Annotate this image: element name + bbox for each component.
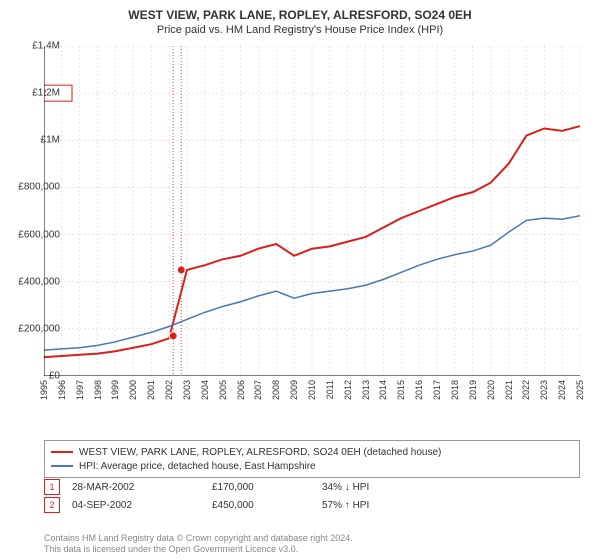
event-number: 2: [44, 497, 60, 513]
x-tick-label: 2009: [289, 380, 299, 400]
legend: WEST VIEW, PARK LANE, ROPLEY, ALRESFORD,…: [44, 440, 580, 478]
x-tick-label: 2021: [504, 380, 514, 400]
event-date: 04-SEP-2002: [72, 500, 212, 511]
y-tick-label: £1M: [41, 135, 60, 146]
x-tick-label: 2024: [557, 380, 567, 400]
legend-swatch: [51, 465, 73, 467]
event-table: 1 28-MAR-2002 £170,000 34% ↓ HPI2 04-SEP…: [44, 478, 580, 514]
x-tick-label: 2004: [200, 380, 210, 400]
x-tick-label: 2019: [468, 380, 478, 400]
event-price: £450,000: [212, 500, 322, 511]
event-delta: 34% ↓ HPI: [322, 482, 442, 493]
x-tick-label: 2001: [146, 380, 156, 400]
y-tick-label: £1.2M: [32, 88, 60, 99]
footer-line-1: Contains HM Land Registry data © Crown c…: [44, 533, 353, 545]
event-price: £170,000: [212, 482, 322, 493]
footer-line-2: This data is licensed under the Open Gov…: [44, 544, 353, 556]
x-tick-label: 2013: [361, 380, 371, 400]
legend-swatch: [51, 451, 73, 453]
y-tick-label: £200,000: [18, 323, 60, 334]
x-tick-label: 2022: [521, 380, 531, 400]
event-date: 28-MAR-2002: [72, 482, 212, 493]
page-title: WEST VIEW, PARK LANE, ROPLEY, ALRESFORD,…: [0, 0, 600, 22]
x-tick-label: 2020: [486, 380, 496, 400]
y-tick-label: £800,000: [18, 182, 60, 193]
x-tick-label: 2018: [450, 380, 460, 400]
x-tick-label: 2016: [414, 380, 424, 400]
x-tick-label: 1999: [110, 380, 120, 400]
x-tick-label: 2006: [236, 380, 246, 400]
legend-label: HPI: Average price, detached house, East…: [79, 461, 316, 472]
footer-text: Contains HM Land Registry data © Crown c…: [44, 533, 353, 556]
x-tick-label: 2005: [218, 380, 228, 400]
x-tick-label: 2003: [182, 380, 192, 400]
x-tick-label: 2014: [378, 380, 388, 400]
x-tick-label: 1996: [57, 380, 67, 400]
x-tick-label: 2010: [307, 380, 317, 400]
y-tick-label: £400,000: [18, 276, 60, 287]
y-tick-label: £600,000: [18, 229, 60, 240]
legend-row: WEST VIEW, PARK LANE, ROPLEY, ALRESFORD,…: [51, 445, 573, 459]
y-tick-label: £1.4M: [32, 41, 60, 52]
x-tick-label: 2025: [575, 380, 585, 400]
price-chart: 12: [44, 46, 580, 376]
x-tick-label: 1998: [93, 380, 103, 400]
x-tick-label: 2012: [343, 380, 353, 400]
event-delta: 57% ↑ HPI: [322, 500, 442, 511]
legend-label: WEST VIEW, PARK LANE, ROPLEY, ALRESFORD,…: [79, 447, 441, 458]
x-tick-label: 2011: [325, 380, 335, 399]
x-tick-label: 2008: [271, 380, 281, 400]
page-subtitle: Price paid vs. HM Land Registry's House …: [0, 22, 600, 36]
x-tick-label: 2000: [128, 380, 138, 400]
x-tick-label: 2015: [396, 380, 406, 400]
legend-row: HPI: Average price, detached house, East…: [51, 459, 573, 473]
x-tick-label: 1995: [39, 380, 49, 400]
x-tick-label: 2002: [164, 380, 174, 400]
x-tick-label: 2023: [539, 380, 549, 400]
x-tick-label: 1997: [75, 380, 85, 400]
x-tick-label: 2007: [253, 380, 263, 400]
event-number: 1: [44, 479, 60, 495]
event-row: 2 04-SEP-2002 £450,000 57% ↑ HPI: [44, 496, 580, 514]
event-row: 1 28-MAR-2002 £170,000 34% ↓ HPI: [44, 478, 580, 496]
x-tick-label: 2017: [432, 380, 442, 400]
